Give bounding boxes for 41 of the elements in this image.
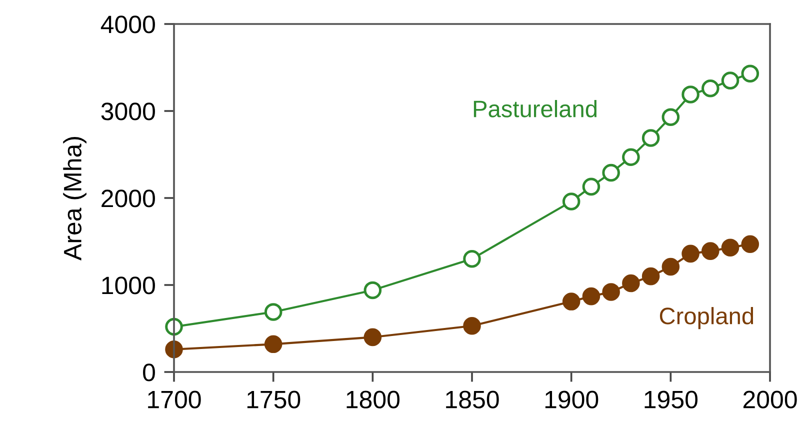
point bbox=[741, 235, 760, 253]
x-tick-label: 1950 bbox=[644, 390, 698, 408]
point bbox=[463, 250, 481, 268]
point bbox=[662, 108, 680, 126]
point bbox=[364, 281, 382, 300]
point bbox=[264, 335, 282, 354]
point bbox=[741, 64, 760, 82]
point bbox=[364, 328, 382, 346]
x-tick-label: 1800 bbox=[346, 390, 400, 408]
point bbox=[602, 164, 620, 182]
point bbox=[682, 86, 700, 104]
point bbox=[602, 283, 620, 301]
y-tick-label: 3000 bbox=[101, 102, 155, 120]
y-tick-label: 1000 bbox=[102, 276, 155, 294]
point bbox=[662, 258, 680, 276]
x-tick-label: 2000 bbox=[743, 390, 797, 408]
x-tick-label: 1750 bbox=[247, 390, 300, 408]
x-tick-label: 1700 bbox=[148, 390, 201, 408]
point bbox=[622, 148, 640, 166]
point bbox=[562, 292, 580, 310]
y-tick-label: 4000 bbox=[100, 16, 155, 34]
series-label: Cropland bbox=[660, 307, 754, 330]
point bbox=[642, 129, 660, 147]
point bbox=[682, 244, 700, 263]
point bbox=[264, 303, 282, 321]
point bbox=[702, 79, 720, 98]
x-tick-label: 1850 bbox=[446, 390, 499, 408]
point bbox=[622, 274, 640, 292]
y-tick-label: 0 bbox=[143, 364, 155, 382]
point bbox=[562, 192, 580, 210]
point bbox=[721, 72, 740, 90]
point bbox=[582, 287, 600, 306]
point bbox=[702, 242, 720, 260]
series-label: Pastureland bbox=[474, 100, 596, 118]
point bbox=[721, 238, 740, 256]
x-tick-label: 1900 bbox=[545, 390, 598, 408]
y-tick-label: 2000 bbox=[102, 190, 155, 208]
point bbox=[582, 178, 600, 196]
y-axis-title: Area (Mha) bbox=[63, 137, 86, 260]
point bbox=[642, 267, 660, 286]
point bbox=[463, 317, 481, 335]
